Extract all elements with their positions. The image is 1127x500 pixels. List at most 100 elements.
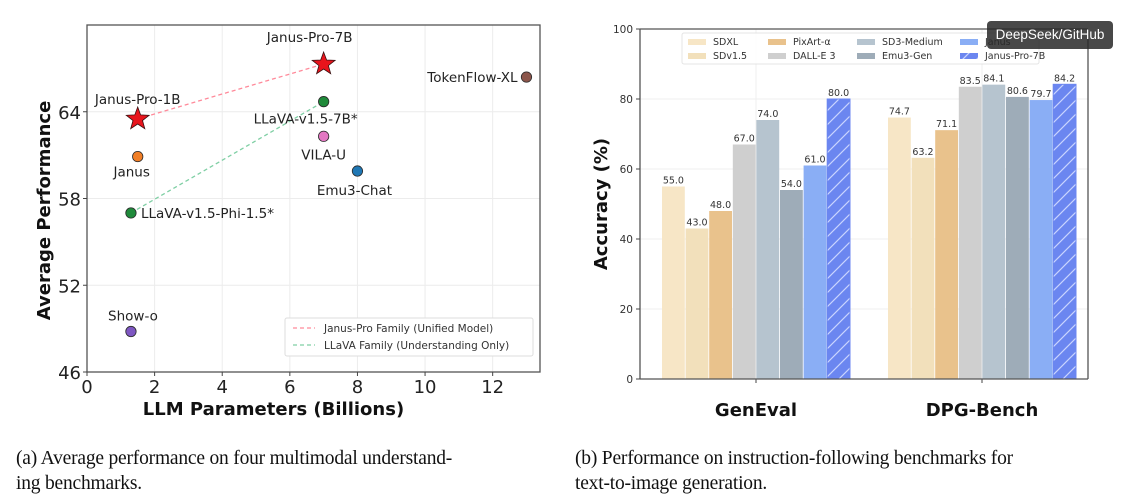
bar-value-label: 43.0 [686,218,707,229]
legend-label: Janus-Pro Family (Unified Model) [323,323,493,335]
x-tick-label: 8 [352,377,363,398]
point-marker [125,325,137,338]
point-marker [520,71,533,83]
x-tick-label: 2 [149,377,160,398]
y-tick-label: 64 [58,103,81,124]
bar-value-label: 84.2 [1054,73,1075,84]
bar [803,165,827,379]
point-label: Janus [113,165,150,181]
bar [685,228,709,379]
bar [911,157,935,379]
legend-label: SD3-Medium [882,37,943,48]
x-tick-label: 4 [216,377,227,398]
point-label: Emu3-Chat [317,183,392,199]
bar-value-label: 84.1 [983,74,1004,85]
legend-swatch [857,39,875,45]
bar [1006,96,1029,380]
caption-a-line1: (a) Average performance on four multimod… [16,448,453,469]
bar [826,98,851,380]
y-tick-label: 0 [626,374,633,386]
legend-label: DALL-E 3 [793,51,836,62]
bar [662,186,685,379]
legend-label: PixArt-α [793,37,831,48]
bar-value-label: 61.0 [804,155,825,166]
point-label: Janus-Pro-7B [266,30,353,46]
x-tick-label: 0 [81,377,92,398]
y-tick-label: 60 [620,164,633,176]
bar-value-label: 54.0 [781,179,802,190]
bar-value-label: 74.0 [757,109,778,120]
x-tick-label: 12 [481,377,504,398]
point-label: VILA-U [301,147,346,163]
bar-value-label: 71.1 [936,119,957,130]
y-tick-label: 58 [58,190,81,211]
legend-swatch [768,39,786,45]
bar-chart: 55.0 43.048.0 67.0 74.0 54.0 61.0 80.0 GenEval 7… [591,24,1089,421]
legend-swatch [960,53,978,59]
bar [732,144,756,379]
caption-a: (a) Average performance on four multimod… [16,446,586,496]
family-line [130,101,324,214]
legend-label: LLaVA Family (Understanding Only) [324,340,509,352]
point-marker [318,96,330,108]
bar-value-label: 79.7 [1030,89,1051,100]
legend-swatch [960,39,978,45]
caption-b-line1: (b) Performance on instruction-following… [575,448,1013,469]
caption-b-line2: text-to-image generation. [575,473,768,494]
category-label: DPG-Bench [926,400,1039,421]
point-marker [318,130,330,142]
y-tick-label: 100 [613,24,633,36]
bar [888,117,911,380]
point-label: TokenFlow-XL [426,70,518,86]
bar-value-label: 48.0 [710,200,731,211]
legend-swatch [768,53,786,59]
bar [982,84,1006,380]
watermark-badge: DeepSeek/GitHub [987,21,1113,49]
bar [756,120,780,379]
bar-value-label: 63.2 [912,147,933,158]
category-label: GenEval [715,400,797,421]
legend: SDXL SDv1.5 PixArt-α DALL-E 3 SD3-Medium Emu3… [681,32,1045,65]
bar [709,211,732,379]
y-axis-label: Accuracy (%) [591,138,612,270]
bar-value-label: 80.0 [828,88,849,99]
bar-value-label: 83.5 [960,76,981,87]
bar [935,130,958,379]
y-tick-label: 52 [58,276,81,297]
legend: Janus-Pro Family (Unified Model) LLaVA Fa… [284,317,534,357]
legend-box [284,317,534,357]
legend-label: Emu3-Gen [882,51,932,62]
legend-label: Janus-Pro-7B [984,51,1045,62]
bar [1052,83,1077,380]
legend-swatch [688,53,706,59]
point-marker [132,150,144,163]
x-tick-label: 10 [414,377,437,398]
bar [1029,100,1053,380]
legend-label: SDXL [713,37,739,48]
bar-value-label: 74.7 [889,107,910,118]
bar-value-label: 80.6 [1007,86,1028,97]
bar [958,86,982,379]
point-label: Janus-Pro-1B [94,92,181,108]
point-marker [351,165,364,177]
y-tick-label: 80 [620,94,633,106]
legend-swatch [688,39,706,45]
star-marker [125,105,151,130]
y-tick-label: 46 [58,363,81,384]
family-line [137,63,324,120]
point-marker [125,207,137,219]
point-label: LLaVA-v1.5-Phi-1.5* [141,206,274,222]
caption-a-line2: ing benchmarks. [16,473,142,494]
y-axis-label: Average Performance [34,101,55,321]
point-label: LLaVA-v1.5-7B* [254,112,358,128]
point-label: Show-o [108,309,158,325]
bar-value-label: 55.0 [663,176,684,187]
bar [780,190,803,379]
y-tick-label: 20 [620,304,633,316]
legend-label: SDv1.5 [713,51,747,62]
star-marker [311,50,337,75]
legend-swatch [857,53,875,59]
caption-b: (b) Performance on instruction-following… [575,446,1120,496]
x-axis-label: LLM Parameters (Billions) [143,399,404,420]
